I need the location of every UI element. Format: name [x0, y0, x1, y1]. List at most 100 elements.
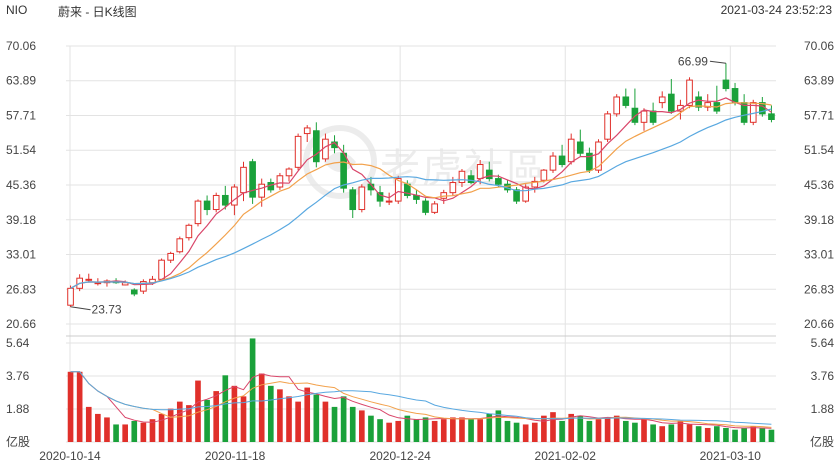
volume-bar [486, 413, 493, 442]
volume-bar [204, 399, 210, 442]
candle-body [604, 113, 611, 140]
price-tick-label-right: 20.66 [804, 317, 834, 331]
volume-bar [340, 396, 347, 442]
volume-bar [622, 420, 629, 442]
volume-bar [286, 396, 292, 442]
volume-bar [422, 417, 429, 442]
candle-body [394, 178, 402, 202]
volume-bar [322, 401, 329, 442]
volume-bar [231, 385, 238, 442]
candle-body [613, 96, 621, 115]
candle-body [695, 96, 702, 108]
volume-bar [140, 422, 147, 442]
volume-bar [368, 415, 374, 442]
candle-body [67, 287, 74, 306]
chart-header: NIO 蔚来 - 日K线图 2021-03-24 23:52:23 [0, 0, 840, 22]
volume-bar [386, 422, 392, 442]
price-tick-label-right: 33.01 [804, 248, 834, 262]
volume-bar [267, 385, 274, 442]
volume-bar [95, 413, 101, 442]
date-tick-label: 2020-11-18 [205, 449, 266, 463]
volume-bar [504, 420, 511, 442]
volume-tick-label-left: 1.88 [6, 402, 30, 416]
volume-ma5-line [70, 371, 772, 429]
volume-tick-label-right: 3.76 [811, 369, 835, 383]
candle-body [567, 138, 575, 163]
price-tick-label-left: 39.18 [6, 213, 36, 227]
volume-bar [167, 408, 174, 442]
volume-bar [249, 338, 256, 442]
volume-bar [313, 394, 320, 442]
volume-tick-label-right: 亿股 [810, 434, 834, 449]
volume-tick-label-right: 5.64 [811, 336, 835, 350]
chart-timestamp: 2021-03-24 23:52:23 [720, 3, 832, 17]
volume-bar [395, 420, 402, 442]
candle-body [467, 175, 475, 184]
volume-tick-label-left: 亿股 [6, 434, 30, 449]
volume-bar [240, 396, 247, 442]
ma10-line [70, 102, 772, 289]
candle-body [94, 282, 102, 285]
volume-bar [186, 405, 192, 442]
volume-bar [650, 424, 656, 442]
ticker-symbol: NIO [6, 3, 28, 17]
volume-bar [477, 419, 483, 442]
candle-body [731, 88, 739, 104]
candle-body [203, 200, 211, 211]
candle-body [185, 224, 193, 239]
candle-body [358, 186, 366, 211]
volume-bar [295, 401, 301, 442]
date-tick-label: 2020-10-14 [39, 449, 101, 463]
candle-body [531, 180, 539, 188]
volume-bar [531, 422, 538, 442]
volume-ma20-line [70, 371, 772, 425]
price-tick-label-right: 26.83 [804, 282, 834, 296]
volume-bar [541, 415, 547, 442]
candle-body [658, 96, 666, 104]
volume-bar [604, 417, 611, 442]
volume-bar [513, 422, 520, 442]
volume-bar [714, 426, 720, 442]
candle-body [722, 79, 730, 90]
date-tick-label: 2021-03-10 [700, 449, 762, 463]
ma20-line [70, 108, 772, 289]
price-tick-label-right: 63.89 [804, 74, 834, 88]
volume-bar [586, 420, 593, 442]
volume-bar [595, 419, 602, 442]
volume-bar [559, 420, 565, 442]
candle-body [449, 182, 457, 194]
candle-body [349, 189, 357, 211]
price-tick-label-left: 45.36 [6, 178, 36, 192]
candle-body [622, 96, 630, 106]
volume-bar [158, 413, 165, 442]
volume-bar [195, 380, 201, 442]
price-tick-label-left: 51.54 [6, 143, 36, 157]
volume-bar [113, 424, 119, 442]
date-tick-label: 2020-12-24 [369, 449, 431, 463]
price-tick-label-left: 20.66 [6, 317, 36, 331]
volume-bar [349, 406, 356, 442]
price-tick-label-right: 39.18 [804, 213, 834, 227]
volume-tick-label-left: 5.64 [6, 336, 30, 350]
volume-tick-label-right: 1.88 [811, 402, 835, 416]
candle-body [249, 161, 256, 198]
volume-bar [359, 410, 365, 442]
volume-bar [695, 426, 702, 442]
volume-bar [431, 420, 438, 442]
volume-bar [668, 424, 675, 442]
candle-body [385, 200, 393, 203]
candle-body [704, 102, 712, 108]
volume-bar [723, 427, 729, 442]
volume-bar [67, 371, 74, 442]
volume-bar [459, 417, 465, 442]
volume-bar [450, 417, 456, 442]
volume-tick-label-left: 3.76 [6, 369, 30, 383]
candle-body [549, 155, 557, 171]
volume-bar [176, 401, 183, 442]
volume-bar [85, 406, 92, 442]
volume-bar [277, 389, 283, 442]
volume-bar [613, 415, 620, 442]
price-tick-label-left: 57.71 [6, 109, 36, 123]
ma5-line [70, 97, 772, 289]
